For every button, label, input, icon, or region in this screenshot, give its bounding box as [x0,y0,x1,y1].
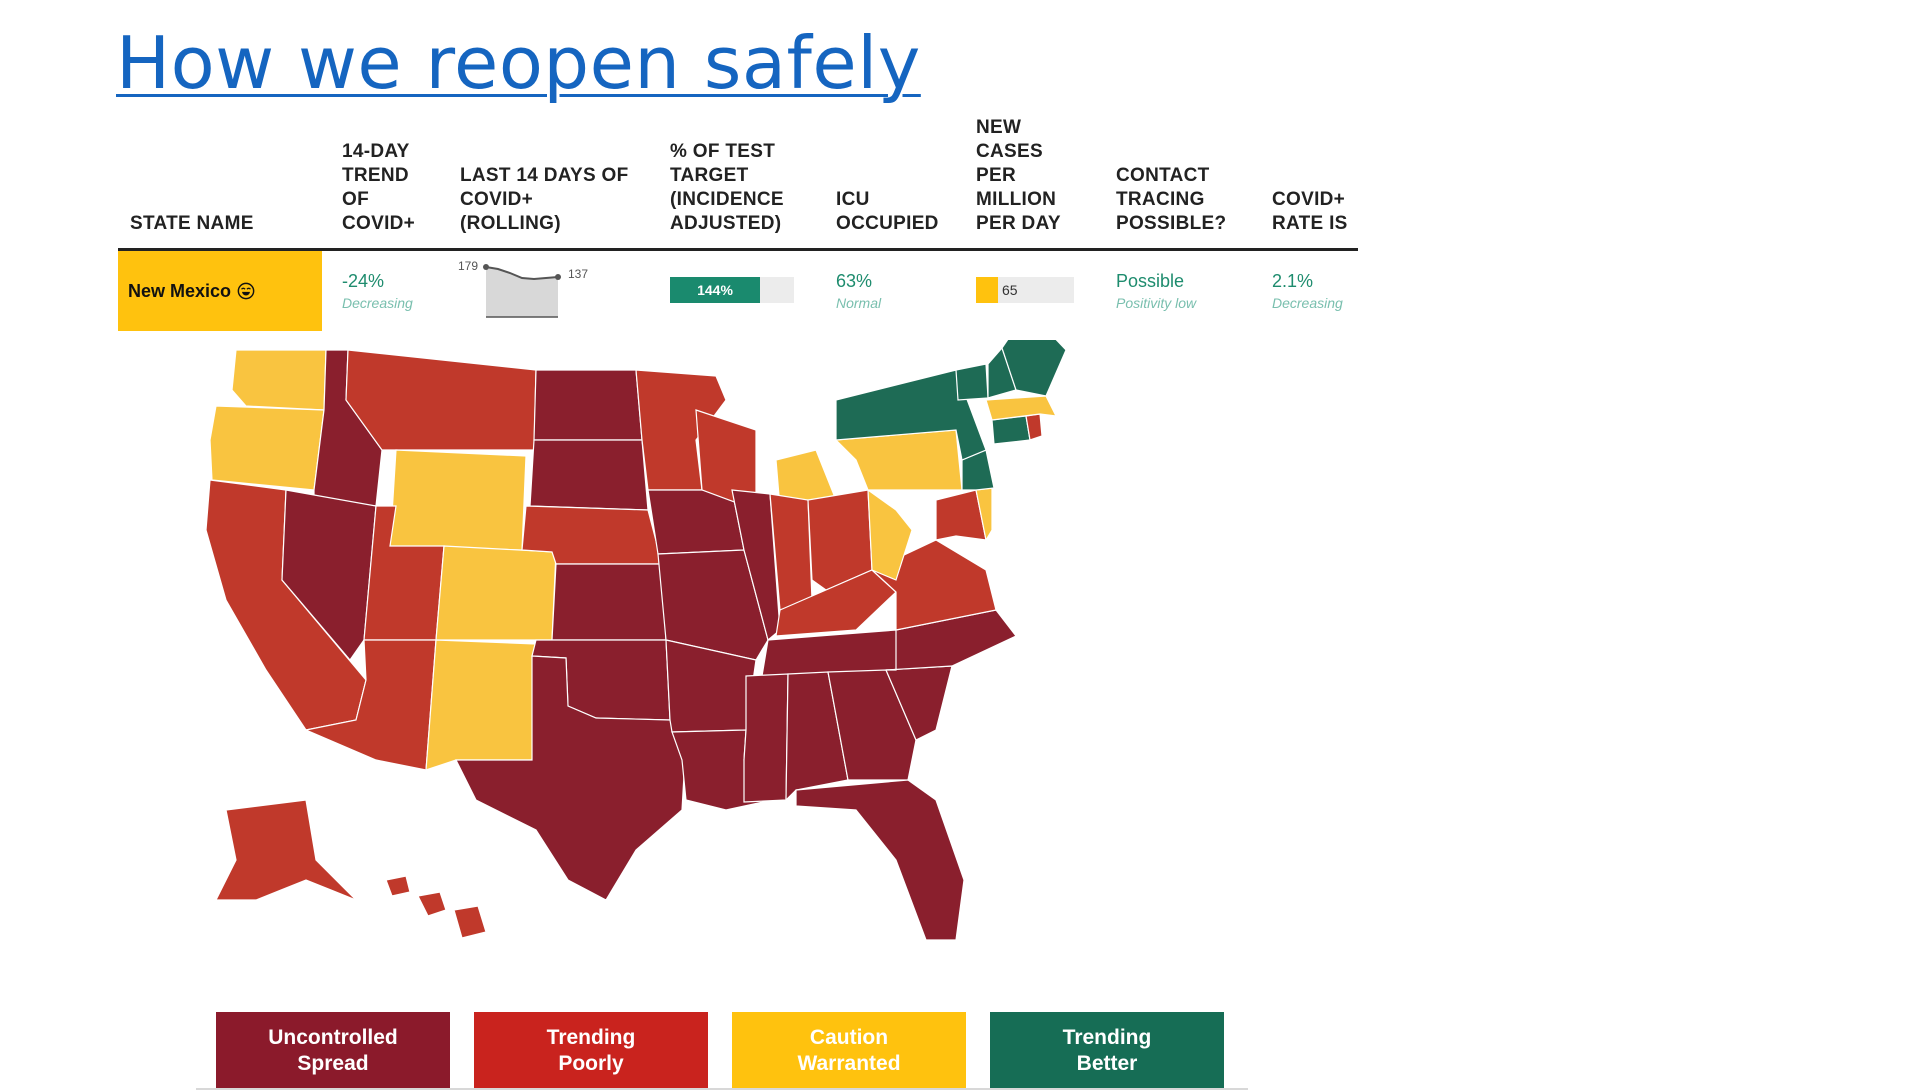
state-mt[interactable] [345,349,537,451]
header-14day-trend: 14-DAY TREND OF COVID+ [342,140,415,236]
state-sd[interactable] [529,439,649,511]
state-name: New Mexico [128,280,232,301]
icu-value: 63% [836,271,873,291]
table-header: STATE NAME 14-DAY TREND OF COVID+ LAST 1… [118,108,1358,251]
sparkline-chart [483,264,561,318]
state-nm[interactable] [425,639,537,771]
table-row[interactable]: New Mexico -24% Decreasing 179 137 144% … [118,251,1358,331]
sparkline: 179 137 [458,251,598,331]
legend-line1: Trending [546,1026,636,1049]
state-al[interactable] [785,671,849,802]
legend-uncontrolled-spread: Uncontrolled Spread [216,1012,450,1090]
test-target-bar: 144% [670,277,794,303]
state-ma[interactable] [985,395,1058,421]
state-ak[interactable] [215,799,357,901]
state-or[interactable] [209,405,325,491]
state-me[interactable] [1001,340,1067,397]
header-line: POSSIBLE? [1116,213,1227,234]
header-line: MILLION [976,189,1057,210]
header-line: 14-DAY [342,141,410,162]
header-line: CONTACT [1116,165,1210,186]
state-hi[interactable] [385,875,487,939]
state-wa[interactable] [231,349,327,411]
state-il[interactable] [731,489,781,642]
header-line: PER [976,165,1016,186]
trend-sub: Decreasing [342,295,413,311]
legend-caution-warranted: Caution Warranted [732,1012,966,1090]
header-line: COVID+ [1272,189,1346,210]
cases-indicator: 65 [976,251,1076,331]
legend-line1: Trending [1062,1026,1152,1049]
header-line: PER DAY [976,213,1061,234]
slide-title: How we reopen safely [116,21,921,105]
us-status-map [205,340,1067,941]
test-target-fill: 144% [670,277,760,303]
spark-end-label: 137 [568,267,589,281]
legend-line1: Caution [809,1026,889,1049]
state-fl[interactable] [795,779,965,941]
state-md[interactable] [935,489,987,541]
header-test-target: % OF TEST TARGET (INCIDENCE ADJUSTED) [670,140,784,236]
header-new-cases: NEW CASES PER MILLION PER DAY [976,116,1061,236]
header-line: CASES [976,141,1043,162]
cases-swatch [976,277,998,303]
state-name-cell[interactable]: New Mexico [118,251,322,331]
rate-sub: Decreasing [1272,295,1343,311]
header-line: OF [342,189,369,210]
state-mn[interactable] [635,369,727,491]
legend-trending-better: Trending Better [990,1012,1224,1090]
tracing-value: Possible [1116,271,1185,291]
state-wv[interactable] [867,488,913,581]
header-line: (ROLLING) [460,213,561,234]
header-line: COVID+ [460,189,534,210]
header-line: ICU [836,189,870,210]
legend-line2: Spread [297,1052,369,1075]
header-icu-occupied: ICU OCCUPIED [836,188,939,236]
header-line: LAST 14 DAYS OF [460,165,629,186]
header-line: RATE IS [1272,213,1348,234]
header-line: TRACING [1116,189,1205,210]
legend-line2: Better [1076,1052,1138,1075]
state-metrics-table: STATE NAME 14-DAY TREND OF COVID+ LAST 1… [118,108,1358,331]
smiley-icon [237,282,255,300]
state-nd[interactable] [533,369,643,441]
legend-line2: Warranted [797,1052,901,1075]
state-nv[interactable] [281,489,377,661]
state-vt[interactable] [955,363,989,401]
header-line: OCCUPIED [836,213,939,234]
legend-trending-poorly: Trending Poorly [474,1012,708,1090]
header-contact-tracing: CONTACT TRACING POSSIBLE? [1116,164,1226,236]
header-line: TREND [342,165,409,186]
header-line: NEW [976,117,1022,138]
state-mo[interactable] [657,549,769,661]
header-line: % OF TEST [670,141,776,162]
header-line: COVID+ [342,213,416,234]
header-state-name: STATE NAME [130,213,254,234]
header-covid-rate: COVID+ RATE IS [1272,188,1348,236]
state-tx[interactable] [455,655,687,901]
trend-value: -24% [342,271,385,291]
legend-line1: Uncontrolled [268,1026,398,1049]
state-wy[interactable] [389,449,527,551]
tracing-sub: Positivity low [1116,295,1197,311]
header-line: (INCIDENCE [670,189,784,210]
icu-sub: Normal [836,295,882,311]
state-ks[interactable] [551,563,667,641]
legend-line2: Poorly [558,1052,624,1075]
header-line: TARGET [670,165,749,186]
state-ct[interactable] [991,415,1031,445]
state-ms[interactable] [743,673,789,803]
state-ga[interactable] [827,669,917,781]
header-last-14-days: LAST 14 DAYS OF COVID+ (ROLLING) [460,164,629,236]
rate-value: 2.1% [1272,271,1314,291]
cases-value: 65 [1002,282,1018,298]
header-line: ADJUSTED) [670,213,782,234]
cases-bar-bg: 65 [998,277,1074,303]
spark-start-label: 179 [458,259,479,273]
state-co[interactable] [435,545,557,641]
